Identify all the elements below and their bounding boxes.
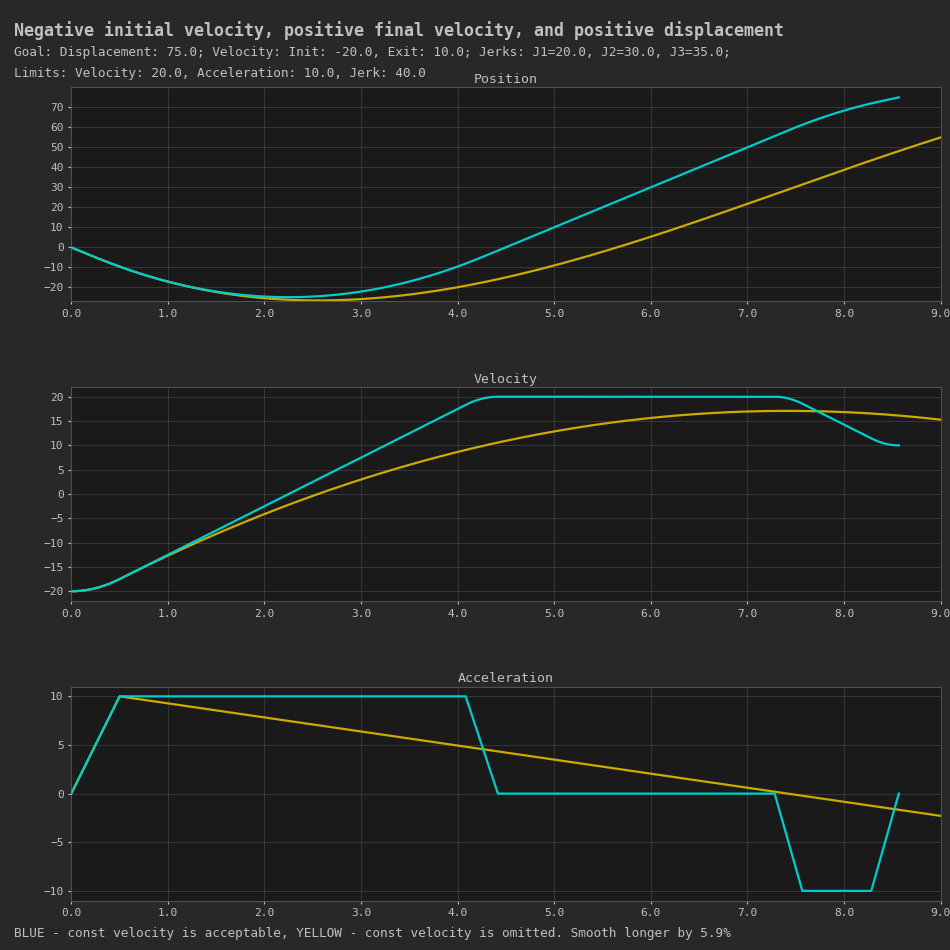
Text: Limits: Velocity: 20.0, Acceleration: 10.0, Jerk: 40.0: Limits: Velocity: 20.0, Acceleration: 10… <box>14 66 426 80</box>
Title: Position: Position <box>474 73 538 86</box>
Title: Velocity: Velocity <box>474 372 538 386</box>
Text: Goal: Displacement: 75.0; Velocity: Init: -20.0, Exit: 10.0; Jerks: J1=20.0, J2=: Goal: Displacement: 75.0; Velocity: Init… <box>14 46 731 59</box>
Text: BLUE - const velocity is acceptable, YELLOW - const velocity is omitted. Smooth : BLUE - const velocity is acceptable, YEL… <box>14 927 731 940</box>
Text: Negative initial velocity, positive final velocity, and positive displacement: Negative initial velocity, positive fina… <box>14 21 785 40</box>
Title: Acceleration: Acceleration <box>458 673 554 686</box>
